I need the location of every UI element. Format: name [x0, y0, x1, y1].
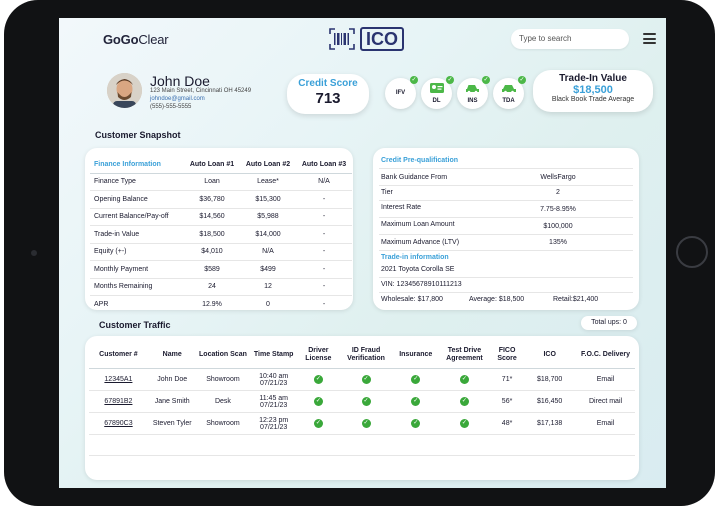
check-icon: ✓: [411, 397, 421, 406]
hamburger-menu-icon[interactable]: [643, 33, 656, 44]
avatar: [107, 73, 142, 108]
table-row: Monthly Payment $589 $499-: [90, 260, 352, 279]
retail-value: Retail:$21,400: [553, 296, 599, 303]
barcode-icon: [329, 28, 355, 50]
customer-traffic-card: Customer # Name Location Scan Time Stamp…: [85, 336, 639, 480]
trade-in-title: Trade-In Value: [559, 73, 627, 84]
customer-phone: (555)-555-5555: [150, 104, 192, 110]
customer-traffic-title: Customer Traffic: [99, 320, 171, 330]
check-icon: ✓: [313, 397, 323, 406]
traffic-table: Customer # Name Location Scan Time Stamp…: [89, 342, 635, 476]
customer-snapshot-title: Customer Snapshot: [95, 130, 181, 140]
license-card-icon: [429, 83, 444, 93]
finance-header: Finance Information: [90, 156, 184, 174]
check-icon: ✓: [361, 419, 371, 428]
loan1-header: Auto Loan #1: [184, 156, 240, 174]
table-row: [89, 456, 635, 477]
ico-logo: ICO: [329, 27, 405, 51]
total-ups-badge: Total ups: 0: [581, 316, 637, 330]
check-icon: ✓: [411, 419, 421, 428]
trade-vehicle: 2021 Toyota Corolla SE: [381, 266, 455, 273]
table-row[interactable]: 67890C3 Steven Tyler Showroom 12:23 pm 07…: [89, 412, 635, 435]
table-row[interactable]: 67891B2 Jane Smith Desk 11:45 am 07/21/23…: [89, 390, 635, 413]
tablet-bezel: GoGoClear ICO Type to search John Doe 12…: [4, 0, 715, 506]
table-row: Finance Type Loan Lease* N/A: [90, 173, 352, 191]
customer-id-link[interactable]: 67890C3: [89, 412, 148, 435]
credit-score-value: 713: [315, 90, 341, 107]
check-icon: ✓: [482, 76, 490, 84]
badge-ifv[interactable]: ✓ IFV: [385, 76, 418, 109]
check-icon: ✓: [518, 76, 526, 84]
camera-icon: [31, 250, 37, 256]
check-icon: ✓: [459, 397, 469, 406]
ico-wordmark: ICO: [360, 27, 405, 51]
trade-in-subtitle: Black Book Trade Average: [551, 96, 635, 103]
table-row: Opening Balance $36,780 $15,300-: [90, 190, 352, 209]
gogoclear-logo[interactable]: GoGoClear: [103, 32, 169, 47]
customer-email[interactable]: johndoe@gmail.com: [150, 96, 205, 102]
credit-score-label: Credit Score: [298, 78, 358, 89]
credit-score-card: Credit Score 713: [287, 74, 369, 114]
trade-in-value: $18,500: [573, 84, 613, 96]
credit-prequalification-card: Credit Pre-qualification Bank Guidance F…: [373, 148, 639, 310]
table-row: APR 12.9% 0-: [94, 300, 326, 308]
table-row: Months Remaining 24 12-: [90, 278, 352, 296]
trade-in-info-title: Trade-in information: [381, 254, 449, 261]
check-icon: ✓: [446, 76, 454, 84]
table-row[interactable]: 12345A1 John Doe Showroom 10:40 am 07/21/…: [89, 368, 635, 391]
finance-information-card: Finance Information Auto Loan #1 Auto Lo…: [85, 148, 353, 310]
check-icon: ✓: [459, 375, 469, 384]
check-icon: ✓: [313, 375, 323, 384]
customer-name: John Doe: [150, 73, 210, 89]
finance-table: Finance Information Auto Loan #1 Auto Lo…: [90, 156, 352, 313]
badge-dl[interactable]: ✓ DL: [421, 76, 454, 109]
car-icon: [501, 85, 516, 94]
prequal-title: Credit Pre-qualification: [381, 157, 459, 164]
wholesale-value: Wholesale: $17,800: [381, 296, 443, 303]
table-row: Trade-in Value $18,500 $14,000-: [90, 225, 352, 244]
check-icon: ✓: [459, 419, 469, 428]
car-insurance-icon: [465, 85, 479, 94]
table-row: [89, 434, 635, 456]
check-icon: ✓: [313, 419, 323, 428]
customer-address: 123 Main Street, Cincinnati OH 45249: [150, 88, 252, 94]
home-button[interactable]: [676, 236, 708, 268]
average-value: Average: $18,500: [469, 296, 525, 303]
badge-ins[interactable]: ✓ INS: [457, 76, 490, 109]
trade-in-card: Trade-In Value $18,500 Black Book Trade …: [533, 70, 653, 112]
customer-id-link[interactable]: 67891B2: [89, 390, 148, 413]
table-row: Equity (+-) $4,010 N/A -: [90, 243, 352, 261]
loan3-header: Auto Loan #3: [296, 156, 352, 174]
check-icon: ✓: [361, 375, 371, 384]
check-icon: ✓: [411, 375, 421, 384]
badge-tda[interactable]: ✓ TDA: [493, 76, 526, 109]
search-input[interactable]: Type to search: [511, 29, 629, 49]
check-icon: ✓: [410, 76, 418, 84]
trade-vin: VIN: 12345678910111213: [381, 281, 462, 288]
table-row: Current Balance/Pay-off $14,560 $5,988-: [90, 208, 352, 226]
loan2-header: Auto Loan #2: [240, 156, 296, 174]
app-screen: GoGoClear ICO Type to search John Doe 12…: [59, 18, 666, 488]
customer-id-link[interactable]: 12345A1: [89, 368, 148, 391]
check-icon: ✓: [361, 397, 371, 406]
